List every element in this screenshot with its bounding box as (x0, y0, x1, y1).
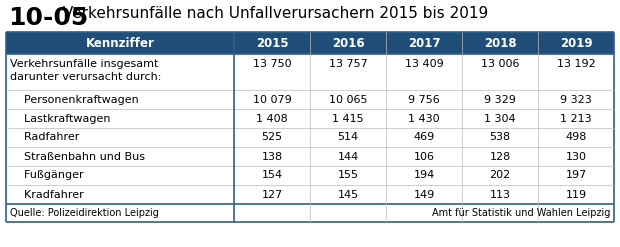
Text: 13 006: 13 006 (480, 59, 520, 69)
Text: 194: 194 (414, 170, 435, 181)
Text: 10-05: 10-05 (8, 6, 88, 30)
Text: 13 409: 13 409 (405, 59, 443, 69)
Text: 13 750: 13 750 (253, 59, 291, 69)
Text: 1 213: 1 213 (560, 114, 592, 124)
Text: Personenkraftwagen: Personenkraftwagen (10, 95, 139, 104)
Text: 2018: 2018 (484, 37, 516, 49)
Bar (6, 128, 614, 147)
Text: 2015: 2015 (255, 37, 288, 49)
Text: 154: 154 (262, 170, 283, 181)
Text: 130: 130 (565, 151, 587, 162)
Text: 2016: 2016 (332, 37, 365, 49)
Text: 119: 119 (565, 189, 587, 200)
Text: 1 408: 1 408 (256, 114, 288, 124)
Text: Straßenbahn und Bus: Straßenbahn und Bus (10, 151, 145, 162)
Text: 145: 145 (337, 189, 358, 200)
Bar (6, 147, 614, 166)
Text: 197: 197 (565, 170, 587, 181)
Text: Quelle: Polizeidirektion Leipzig: Quelle: Polizeidirektion Leipzig (10, 208, 159, 218)
Text: 1 304: 1 304 (484, 114, 516, 124)
Bar (6, 204, 614, 222)
Text: Kennziffer: Kennziffer (86, 37, 154, 49)
Text: 155: 155 (337, 170, 358, 181)
Text: 10 065: 10 065 (329, 95, 367, 104)
Text: Lastkraftwagen: Lastkraftwagen (10, 114, 110, 124)
Bar (6, 90, 614, 109)
Text: 106: 106 (414, 151, 435, 162)
Text: 113: 113 (490, 189, 510, 200)
Text: 2019: 2019 (560, 37, 592, 49)
Text: 1 415: 1 415 (332, 114, 364, 124)
Bar (6, 166, 614, 185)
Text: Verkehrsunfälle insgesamt: Verkehrsunfälle insgesamt (10, 59, 158, 69)
Text: 138: 138 (262, 151, 283, 162)
Bar (6, 185, 614, 204)
Text: Kradfahrer: Kradfahrer (10, 189, 84, 200)
Text: 2017: 2017 (408, 37, 440, 49)
Text: Amt für Statistik und Wahlen Leipzig: Amt für Statistik und Wahlen Leipzig (432, 208, 610, 218)
Text: 13 757: 13 757 (329, 59, 368, 69)
Text: 13 192: 13 192 (557, 59, 595, 69)
Text: Fußgänger: Fußgänger (10, 170, 84, 181)
Bar (6, 32, 614, 54)
Text: 538: 538 (489, 132, 510, 143)
Text: 514: 514 (337, 132, 358, 143)
Text: 9 323: 9 323 (560, 95, 592, 104)
Text: 202: 202 (489, 170, 511, 181)
Bar (6, 54, 614, 90)
Text: darunter verursacht durch:: darunter verursacht durch: (10, 72, 161, 82)
Text: 149: 149 (414, 189, 435, 200)
Text: 9 756: 9 756 (408, 95, 440, 104)
Bar (6, 109, 614, 128)
Text: Radfahrer: Radfahrer (10, 132, 79, 143)
Text: 128: 128 (489, 151, 511, 162)
Text: 1 430: 1 430 (408, 114, 440, 124)
Text: 525: 525 (262, 132, 283, 143)
Text: 127: 127 (262, 189, 283, 200)
Text: 469: 469 (414, 132, 435, 143)
Text: Verkehrsunfälle nach Unfallverursachern 2015 bis 2019: Verkehrsunfälle nach Unfallverursachern … (58, 6, 489, 21)
Text: 9 329: 9 329 (484, 95, 516, 104)
Text: 144: 144 (337, 151, 358, 162)
Text: 10 079: 10 079 (252, 95, 291, 104)
Text: 498: 498 (565, 132, 587, 143)
